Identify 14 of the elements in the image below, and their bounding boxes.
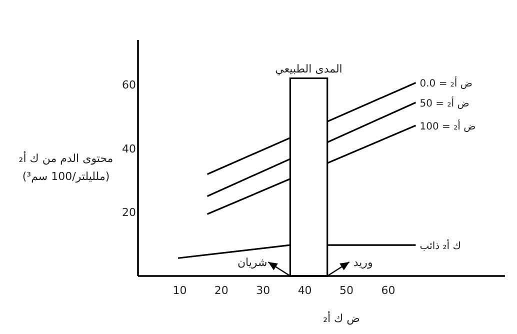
x-tick-label: 60	[381, 284, 396, 297]
annotation: شريان	[237, 256, 268, 269]
x-tick-label: 10	[172, 284, 187, 297]
x-tick-label: 30	[256, 284, 270, 297]
y-tick-label: 60	[122, 78, 136, 92]
y-tick-label: 20	[122, 206, 136, 220]
x-axis-title: ض ك أ₂	[323, 311, 360, 325]
annotation: وريد	[353, 256, 373, 269]
y-tick-label: 40	[122, 142, 136, 156]
x-tick-label: 40	[298, 284, 312, 297]
y-axis-title: محتوى الدم من ك أ₂ (ملليلتر/100 سم³)	[18, 151, 114, 183]
series-label: المدى الطبيعي	[275, 62, 342, 76]
x-tick-label: 20	[214, 284, 228, 297]
x-tick-label: 50	[340, 284, 354, 297]
